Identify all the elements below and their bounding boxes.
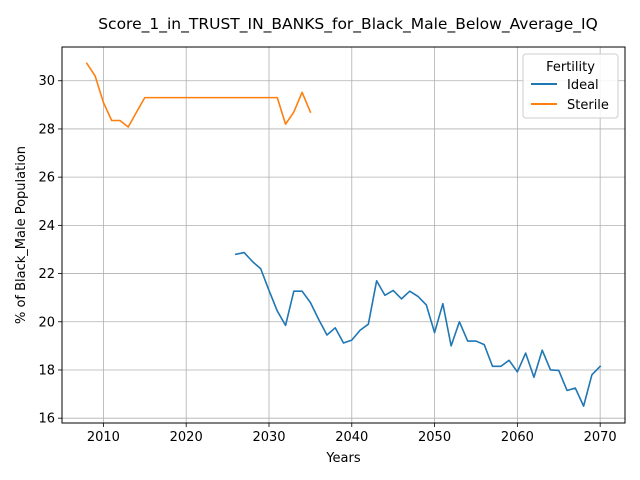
y-tick-label: 22: [38, 267, 55, 282]
series-line-ideal: [234, 251, 602, 407]
x-axis: 2010 2020 2030 2040 2050 2060 2070: [87, 423, 617, 445]
x-tick-label: 2040: [335, 430, 368, 445]
series-layer: [85, 62, 602, 407]
y-tick-label: 20: [38, 315, 55, 330]
y-axis-label: % of Black_Male Population: [14, 146, 29, 324]
series-line-sterile: [85, 62, 312, 128]
legend-box: [522, 53, 619, 119]
y-tick-label: 26: [38, 171, 55, 186]
x-tick-label: 2030: [252, 430, 285, 445]
grid: [62, 47, 625, 423]
legend-label-ideal: Ideal: [567, 78, 599, 93]
x-tick-label: 2060: [501, 430, 534, 445]
x-tick-label: 2070: [584, 430, 617, 445]
legend-label-sterile: Sterile: [567, 98, 609, 113]
x-axis-label: Years: [325, 451, 361, 466]
legend-title: Fertility: [546, 60, 595, 75]
x-tick-label: 2010: [87, 430, 120, 445]
plot-frame: [61, 46, 626, 424]
chart-title: Score_1_in_TRUST_IN_BANKS_for_Black_Male…: [98, 15, 598, 34]
y-tick-label: 18: [38, 363, 55, 378]
legend: Fertility Ideal Sterile: [522, 53, 619, 119]
x-tick-label: 2020: [170, 430, 203, 445]
x-tick-label: 2050: [418, 430, 451, 445]
y-axis: 16 18 20 22 24 26 28 30: [38, 74, 62, 427]
y-tick-label: 24: [38, 219, 55, 234]
y-tick-label: 28: [38, 122, 55, 137]
y-tick-label: 16: [38, 412, 55, 427]
y-tick-label: 30: [38, 74, 55, 89]
